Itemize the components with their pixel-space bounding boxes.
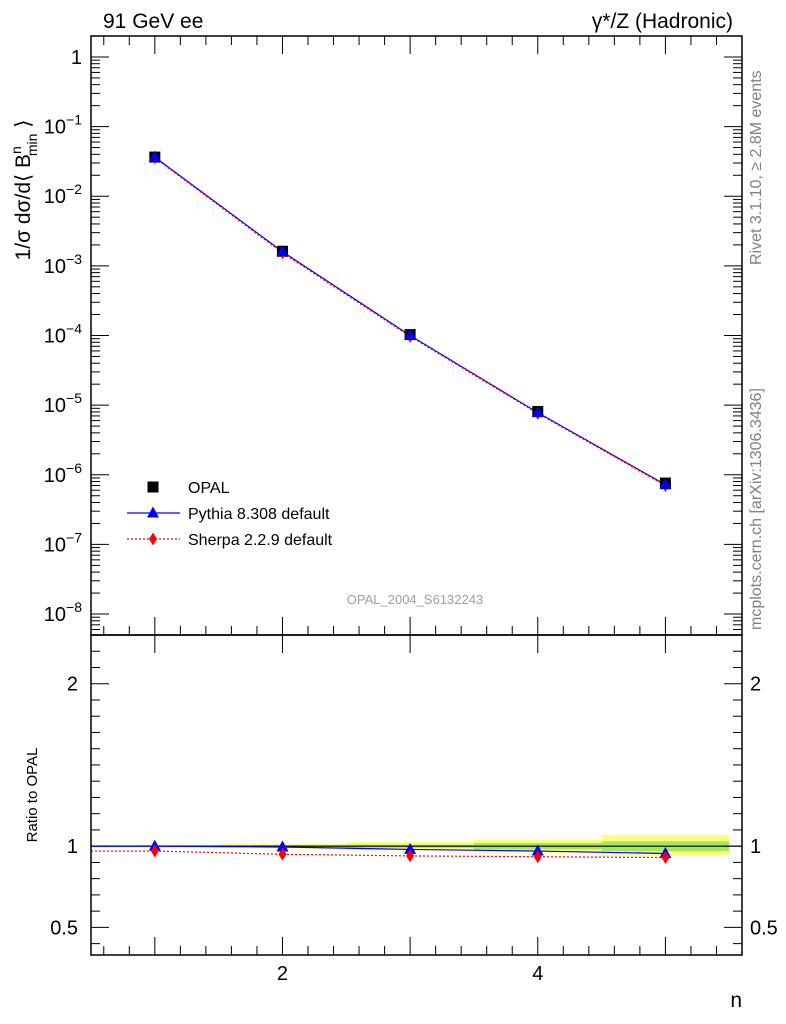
main-y-tick-label: 10−4: [44, 321, 82, 348]
main-y-tick-base: 10: [44, 186, 66, 208]
ratio-point-diamond: [278, 847, 287, 861]
main-y-tick-base: 10: [44, 465, 66, 487]
syst-band: [601, 834, 730, 856]
main-y-tick-exp: −6: [66, 460, 82, 476]
main-y-tick-exp: −7: [66, 529, 82, 545]
header-right-suffix: (Hadronic): [629, 10, 733, 33]
header-right-process: γ*/Z: [592, 10, 630, 33]
ratio-point-diamond: [150, 844, 159, 858]
ratio-line-1: [91, 850, 666, 859]
main-y-tick-label: 10−3: [44, 251, 82, 278]
ratio-y-tick-label: 1: [67, 836, 78, 858]
legend: OPAL Pythia 8.308 default Sherpa 2.2.9 def…: [127, 480, 333, 549]
ratio-point-diamond: [533, 850, 542, 864]
ratio-y-ticks: 0.5 0.5 1 1 2 2: [50, 650, 778, 945]
mcplots-label: mcplots.cern.ch [arXiv:1306.3436]: [748, 388, 765, 630]
data-point-triangle: [531, 406, 544, 418]
main-y-tick-exp: −1: [66, 112, 82, 128]
main-y-tick-label: 1: [71, 47, 82, 69]
analysis-watermark: OPAL_2004_S6132243: [347, 592, 483, 607]
main-y-tick-label: 10−5: [44, 390, 82, 417]
ratio-point-diamond: [406, 849, 415, 863]
data-point-triangle: [404, 329, 417, 340]
legend-marker-diamond: [149, 532, 157, 546]
ratio-line-0: [91, 845, 666, 855]
legend-label: OPAL: [188, 480, 230, 497]
data-point-triangle: [276, 245, 289, 257]
ratio-y-tick-label-right: 1: [750, 836, 761, 858]
main-ylabel-sub: min: [24, 134, 40, 157]
main-y-tick-base: 10: [44, 395, 66, 417]
ratio-y-tick-label-right: 2: [750, 674, 761, 696]
ratio-y-tick-label: 0.5: [50, 917, 78, 939]
series-line-2: [154, 157, 666, 487]
ratio-point-triangle: [531, 844, 544, 856]
x-tick-label: 2: [277, 963, 288, 985]
data-point-triangle: [148, 150, 161, 162]
main-y-tick-label: 10−6: [44, 460, 82, 487]
main-y-tick-exp: −3: [66, 251, 82, 267]
main-y-tick-label: 10−2: [44, 181, 82, 208]
legend-label: Sherpa 2.2.9 default: [188, 532, 333, 549]
header-right: γ*/Z (Hadronic): [592, 10, 733, 33]
rivet-label: Rivet 3.1.10, ≥ 2.8M events: [748, 70, 765, 265]
ratio-point-triangle: [276, 840, 289, 852]
main-y-tick-base: 10: [44, 117, 66, 139]
main-ylabel-suffix: ⟩: [12, 120, 35, 134]
x-axis-label: n: [730, 989, 742, 1012]
main-y-tick-base: 10: [44, 326, 66, 348]
main-y-tick-base: 10: [44, 534, 66, 556]
main-ylabel-prefix: 1/σ dσ/d⟨ B: [12, 154, 35, 261]
ratio-point-diamond: [661, 851, 670, 865]
data-point-triangle: [659, 478, 672, 490]
ratio-point-triangle: [404, 842, 417, 854]
ratio-y-tick-label: 2: [67, 674, 78, 696]
main-series: [148, 150, 672, 493]
main-y-tick-label: 10−8: [44, 599, 82, 626]
ratio-frame: [90, 634, 743, 956]
ratio-ylabel: Ratio to OPAL: [24, 748, 41, 843]
main-ylabel: 1/σ dσ/d⟨ Bnmin ⟩: [8, 120, 40, 261]
header-left: 91 GeV ee: [103, 10, 203, 33]
main-y-tick-base: 10: [44, 604, 66, 626]
legend-marker-square: [147, 481, 159, 493]
main-y-tick-exp: −8: [66, 599, 82, 615]
legend-label: Pythia 8.308 default: [188, 506, 330, 523]
main-y-tick-base: 10: [44, 256, 66, 278]
main-y-tick-label: 10−7: [44, 529, 82, 556]
main-y-tick-label: 10−1: [44, 112, 82, 139]
ratio-y-tick-label-right: 0.5: [750, 917, 778, 939]
main-y-tick-exp: −2: [66, 181, 82, 197]
main-ylabel-sup: n: [8, 146, 24, 154]
main-y-tick-exp: −5: [66, 390, 82, 406]
main-y-tick-exp: −4: [66, 321, 82, 337]
ratio-series: [91, 839, 672, 865]
main-y-ticks: 110−110−210−310−410−510−610−710−8: [44, 35, 742, 636]
series-line-1: [154, 156, 666, 486]
x-tick-label: 4: [532, 963, 543, 985]
legend-marker-triangle: [147, 506, 159, 518]
